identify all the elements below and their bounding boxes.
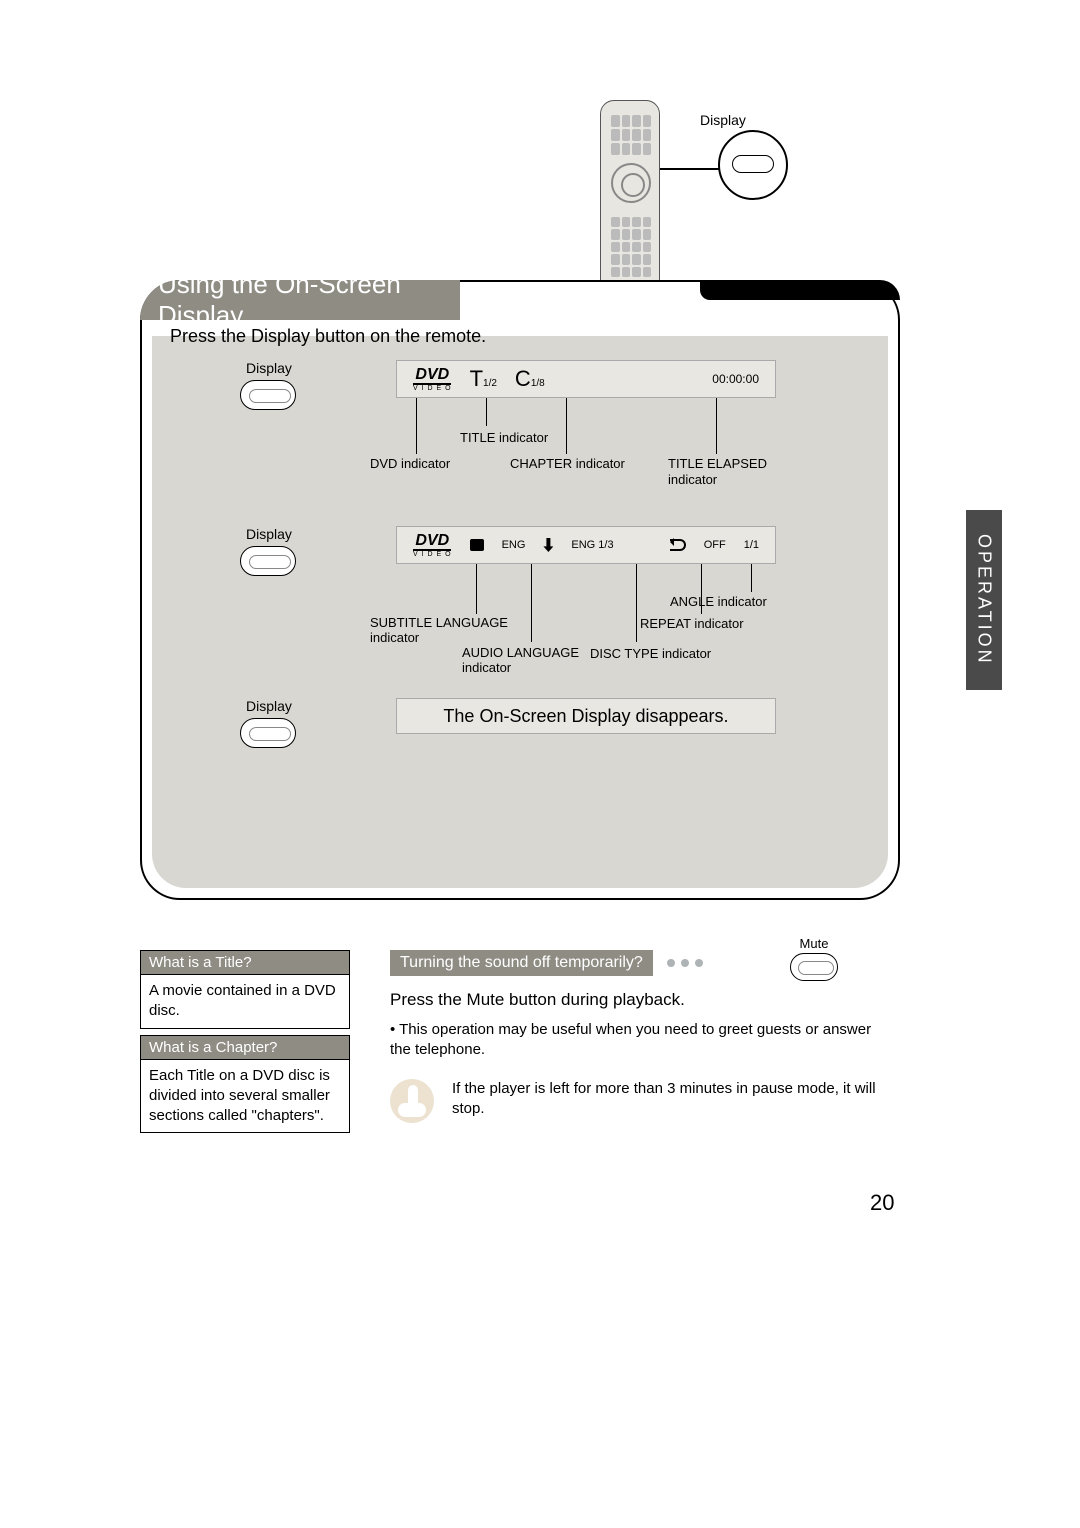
side-tab-label: OPERATION: [974, 534, 995, 666]
title-indicator-t: T: [470, 366, 483, 391]
mute-button: [790, 953, 838, 981]
dvd-logo-sub: V I D E O: [413, 385, 452, 392]
dvd-logo-sub-2: V I D E O: [413, 551, 452, 558]
repeat-off: OFF: [704, 539, 726, 551]
label-repeat: REPEAT indicator: [640, 616, 744, 631]
main-panel: Using the On-Screen Display Press the Di…: [140, 280, 900, 900]
pause-note: If the player is left for more than 3 mi…: [452, 1079, 890, 1123]
info-chapter-answer: Each Title on a DVD disc is divided into…: [140, 1060, 350, 1134]
dolby-icon: [470, 539, 484, 551]
sound-heading: Turning the sound off temporarily?: [390, 950, 653, 976]
info-chapter-block: What is a Chapter? Each Title on a DVD d…: [140, 1035, 350, 1134]
label-chapter-indicator: CHAPTER indicator: [510, 456, 625, 471]
label-dvd-indicator: DVD indicator: [370, 456, 450, 471]
label-angle: ANGLE indicator: [670, 594, 767, 609]
subtitle-language: ENG 1/3: [571, 539, 613, 551]
display-button-1: [240, 380, 296, 410]
label-disc-type: DISC TYPE indicator: [590, 646, 711, 661]
section-title: Using the On-Screen Display: [140, 280, 460, 320]
chapter-fraction: 1/8: [531, 378, 545, 389]
subtitle-icon: [543, 538, 553, 552]
time-elapsed: 00:00:00: [712, 372, 759, 386]
panel-background: [152, 336, 888, 888]
dvd-logo-text: DVD: [413, 367, 451, 385]
decorative-dots: [667, 959, 703, 967]
label-subtitle-lang: SUBTITLE LANGUAGE indicator: [370, 616, 520, 646]
section-subtitle: Press the Display button on the remote.: [170, 326, 486, 347]
info-title-question: What is a Title?: [140, 950, 350, 975]
title-fraction: 1/2: [483, 378, 497, 389]
info-chapter-question: What is a Chapter?: [140, 1035, 350, 1060]
label-audio-lang: AUDIO LANGUAGE indicator: [462, 646, 602, 676]
label-elapsed-indicator: TITLE ELAPSED indicator: [668, 456, 788, 487]
panel-corner-decoration: [700, 280, 900, 300]
label-title-indicator: TITLE indicator: [460, 430, 548, 445]
sound-note-bullet: • This operation may be useful when you …: [390, 1020, 890, 1061]
repeat-icon: [670, 539, 686, 551]
info-title-block: What is a Title? A movie contained in a …: [140, 950, 350, 1029]
callout-display-label: Display: [700, 112, 746, 128]
pointing-finger-icon: [390, 1079, 434, 1123]
osd-strip-1: DVD V I D E O T1/2 C1/8 00:00:00: [396, 360, 776, 398]
angle-count: 1/1: [744, 539, 759, 551]
chapter-indicator-c: C: [515, 366, 531, 391]
display-button-2: [240, 546, 296, 576]
osd-disappears-text: The On-Screen Display disappears.: [396, 698, 776, 734]
page-number: 20: [870, 1190, 894, 1216]
mute-label: Mute: [790, 936, 838, 951]
callout-connector: [660, 168, 720, 170]
info-title-answer: A movie contained in a DVD disc.: [140, 975, 350, 1029]
audio-language: ENG: [502, 539, 526, 551]
callout-display-button: [732, 155, 774, 173]
dvd-logo-text-2: DVD: [413, 533, 451, 551]
sound-instruction: Press the Mute button during playback.: [390, 990, 890, 1010]
side-tab-operation: OPERATION: [966, 510, 1002, 690]
display-button-3: [240, 718, 296, 748]
osd-strip-2: DVD V I D E O ENG ENG 1/3 OFF 1/1: [396, 526, 776, 564]
